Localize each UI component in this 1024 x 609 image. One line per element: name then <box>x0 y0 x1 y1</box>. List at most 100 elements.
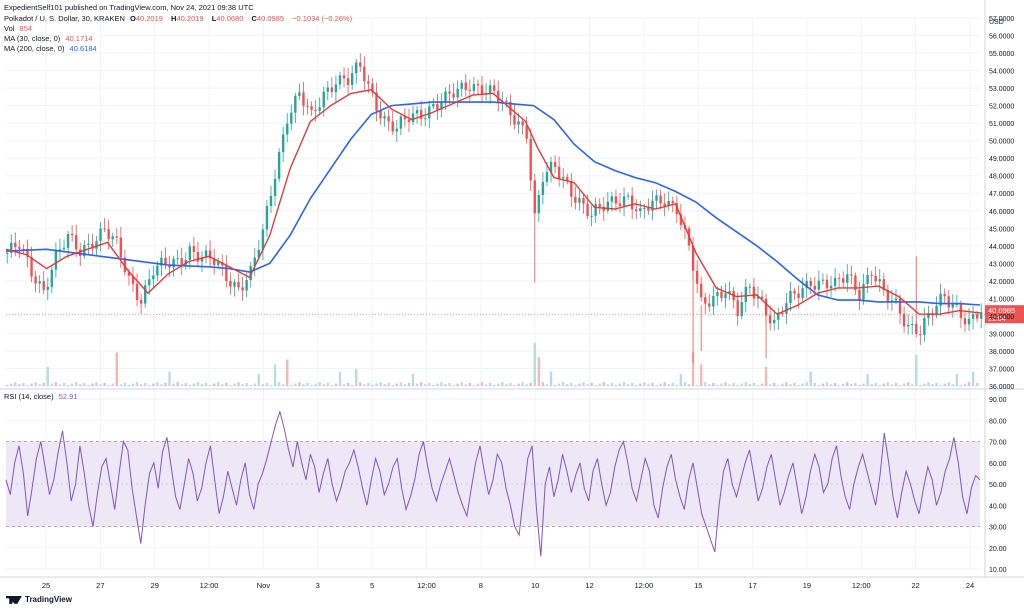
volume-bar <box>582 382 585 386</box>
candle-up <box>833 277 837 286</box>
volume-bar <box>62 382 66 386</box>
candle-down <box>212 258 216 266</box>
volume-bar <box>635 385 638 386</box>
volume-bar <box>858 385 861 386</box>
time-tick-label: 12 <box>585 581 593 590</box>
volume-bar <box>951 384 954 386</box>
volume-bar <box>46 366 49 386</box>
candle-up <box>785 303 788 314</box>
volume-bar <box>598 383 601 386</box>
volume-bar <box>18 384 21 386</box>
volume-bar <box>273 364 277 386</box>
candle-down <box>310 106 313 110</box>
candle-down <box>103 228 106 230</box>
volume-bar <box>809 371 812 386</box>
price-tick-label: 38.0000 <box>989 349 1014 356</box>
candle-up <box>955 304 959 306</box>
candle-down <box>26 248 29 257</box>
candle-down <box>371 83 374 93</box>
candle-up <box>606 201 610 211</box>
volume-bar <box>643 382 646 386</box>
volume-bar <box>781 383 784 386</box>
candle-down <box>476 84 480 86</box>
volume-bar <box>967 382 971 386</box>
candle-down <box>574 196 577 203</box>
rsi-tick-label: 60.00 <box>989 461 1007 468</box>
price-tick-label: 48.0000 <box>989 174 1014 181</box>
candle-down <box>630 195 634 210</box>
volume-bar <box>720 383 723 386</box>
volume-bar <box>748 384 752 386</box>
volume-bar <box>963 383 967 386</box>
candle-up <box>906 324 910 327</box>
volume-bar <box>127 385 131 386</box>
volume-bar <box>225 382 228 386</box>
volume-bar <box>890 384 894 386</box>
candle-down <box>695 270 699 284</box>
price-tick-label: 44.0000 <box>989 244 1014 251</box>
candle-up <box>951 304 954 308</box>
volume-bar <box>265 382 269 386</box>
candle-up <box>281 134 285 153</box>
candle-up <box>935 305 938 316</box>
candle-up <box>111 236 114 240</box>
candle-down <box>598 203 601 207</box>
volume-bar <box>602 382 605 386</box>
candle-down <box>229 281 232 287</box>
price-tick-label: 57.0000 <box>989 16 1014 23</box>
publisher-text: ExpedientSelf101 published on TradingVie… <box>4 3 254 12</box>
candle-up <box>517 121 520 125</box>
time-tick-label: 10 <box>531 581 539 590</box>
volume-bars <box>6 342 979 386</box>
volume-bar <box>229 385 232 386</box>
candle-up <box>54 249 58 270</box>
candle-up <box>545 171 549 182</box>
candle-up <box>424 118 427 120</box>
close-value: 40.0985 <box>256 14 285 23</box>
candle-up <box>610 196 614 202</box>
volume-bar <box>801 383 804 386</box>
tradingview-logo-icon <box>6 595 22 604</box>
volume-bar <box>675 385 679 386</box>
candle-down <box>208 250 212 259</box>
candle-down <box>566 177 569 181</box>
last-price-badge <box>985 305 1024 324</box>
volume-bar <box>245 382 248 386</box>
candle-down <box>302 92 305 106</box>
volume-bar <box>919 385 922 386</box>
candle-down <box>898 298 902 314</box>
candle-up <box>432 103 435 107</box>
candle-up <box>148 279 151 286</box>
volume-bar <box>712 382 715 386</box>
volume-bar <box>947 382 950 386</box>
candle-down <box>452 93 455 98</box>
volume-bar <box>87 385 90 386</box>
volume-bar <box>837 385 841 386</box>
candle-down <box>107 229 110 240</box>
volume-bar <box>241 384 244 386</box>
candle-up <box>756 296 760 299</box>
open-value: 40.2019 <box>135 14 163 23</box>
volume-bar <box>553 385 557 386</box>
candle-down <box>813 285 817 290</box>
time-tick-label: 15 <box>694 581 702 590</box>
candle-down <box>119 237 123 258</box>
candle-down <box>42 281 45 290</box>
volume-bar <box>6 385 9 386</box>
tradingview-footer[interactable]: TradingView <box>6 595 72 604</box>
low-label: L <box>211 14 217 23</box>
volume-bar <box>886 382 890 386</box>
volume-bar <box>269 385 273 386</box>
candle-up <box>967 318 971 325</box>
volume-bar <box>355 369 358 386</box>
volume-bar <box>513 385 516 386</box>
volume-bar <box>724 382 727 386</box>
volume-bar <box>939 385 942 386</box>
candle-down <box>387 116 390 122</box>
candle-down <box>736 300 739 316</box>
volume-bar <box>959 385 963 386</box>
candle-up <box>456 88 459 98</box>
candle-up <box>911 324 914 326</box>
volume-bar <box>139 384 143 386</box>
